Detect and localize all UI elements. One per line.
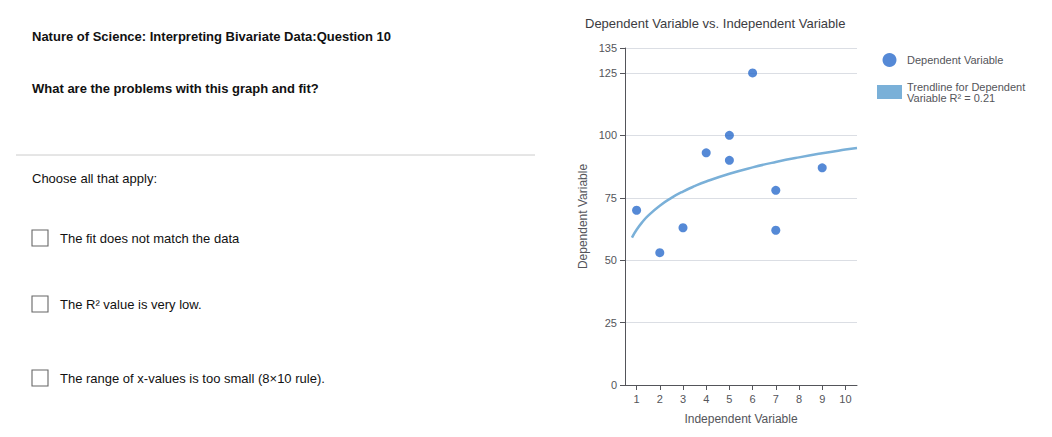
svg-text:100: 100 <box>599 129 617 141</box>
svg-text:Independent Variable: Independent Variable <box>684 412 798 426</box>
svg-text:135: 135 <box>599 42 617 54</box>
svg-text:25: 25 <box>605 317 617 329</box>
svg-text:5: 5 <box>726 393 732 405</box>
svg-text:Nature of Science: Interpretin: Nature of Science: Interpreting Bivariat… <box>32 29 391 44</box>
svg-text:50: 50 <box>605 254 617 266</box>
svg-text:Trendline for Dependent: Trendline for Dependent <box>907 80 1026 93</box>
svg-text:9: 9 <box>819 393 825 405</box>
svg-text:4: 4 <box>703 393 709 405</box>
svg-text:1: 1 <box>634 393 640 405</box>
svg-text:The range of x-values is too s: The range of x-values is too small (8×10… <box>60 371 325 386</box>
svg-text:2: 2 <box>657 393 663 405</box>
svg-text:7: 7 <box>773 393 779 405</box>
svg-text:6: 6 <box>750 393 756 405</box>
svg-text:Dependent Variable: Dependent Variable <box>576 164 590 270</box>
svg-text:125: 125 <box>599 67 617 79</box>
svg-text:Choose all that apply:: Choose all that apply: <box>32 171 157 186</box>
svg-text:The R² value is very low.: The R² value is very low. <box>60 297 202 312</box>
svg-text:Dependent Variable vs. Indepen: Dependent Variable vs. Independent Varia… <box>585 16 845 31</box>
svg-text:What are the problems with thi: What are the problems with this graph an… <box>32 81 319 96</box>
svg-text:Variable R² = 0.21: Variable R² = 0.21 <box>907 92 995 104</box>
svg-text:0: 0 <box>611 379 617 391</box>
svg-text:75: 75 <box>605 192 617 204</box>
svg-text:The fit does not match the dat: The fit does not match the data <box>60 231 240 246</box>
svg-text:8: 8 <box>796 393 802 405</box>
svg-text:3: 3 <box>680 393 686 405</box>
svg-text:10: 10 <box>839 393 851 405</box>
svg-text:Dependent Variable: Dependent Variable <box>907 54 1003 66</box>
